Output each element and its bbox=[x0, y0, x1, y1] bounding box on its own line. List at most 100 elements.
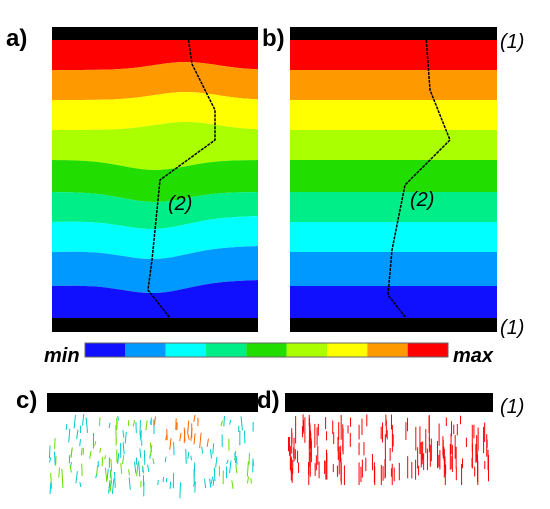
vector bbox=[122, 454, 125, 465]
vector bbox=[80, 447, 83, 456]
vector bbox=[231, 480, 234, 490]
contour-band bbox=[290, 222, 497, 252]
vector bbox=[65, 424, 68, 430]
vector bbox=[108, 480, 111, 494]
vector bbox=[49, 457, 52, 463]
vector bbox=[234, 452, 237, 464]
vector bbox=[79, 481, 82, 488]
annotation: (1) bbox=[500, 31, 524, 53]
vector bbox=[49, 482, 52, 494]
vector bbox=[235, 455, 238, 465]
contour-band bbox=[52, 216, 258, 260]
path-line bbox=[387, 35, 451, 319]
colorbar-segment bbox=[246, 343, 287, 357]
vector bbox=[187, 420, 190, 434]
vector bbox=[165, 477, 168, 483]
vector bbox=[147, 464, 150, 473]
annotation: (2) bbox=[168, 193, 192, 215]
vector bbox=[110, 470, 113, 484]
contour-band bbox=[52, 62, 258, 100]
layers bbox=[47, 27, 497, 499]
vector bbox=[250, 478, 252, 484]
colorbar-frame bbox=[84, 342, 449, 358]
vector bbox=[212, 443, 215, 455]
colorbar-segment bbox=[165, 343, 206, 357]
annotation: (1) bbox=[500, 317, 524, 339]
boundary-bar bbox=[290, 27, 497, 40]
vector bbox=[104, 455, 107, 460]
contour-band bbox=[52, 246, 258, 294]
vector bbox=[212, 479, 215, 486]
contour-band bbox=[290, 40, 497, 70]
vector bbox=[128, 477, 131, 490]
vector bbox=[114, 471, 116, 488]
vector bbox=[61, 475, 64, 489]
contour-band bbox=[52, 92, 258, 130]
vector bbox=[152, 458, 155, 465]
vector bbox=[134, 461, 137, 474]
vector bbox=[213, 467, 216, 482]
vector bbox=[70, 448, 73, 458]
vector bbox=[122, 430, 125, 438]
vector bbox=[96, 465, 99, 476]
contour-band bbox=[290, 130, 497, 160]
vector bbox=[229, 419, 232, 425]
colorbar-segment bbox=[407, 343, 448, 357]
vector bbox=[229, 460, 232, 474]
panel-label: d) bbox=[257, 387, 280, 414]
vector bbox=[204, 478, 207, 489]
vector bbox=[154, 416, 156, 426]
vector bbox=[190, 455, 193, 461]
vector bbox=[139, 448, 142, 459]
contour-band bbox=[290, 100, 497, 130]
vector bbox=[187, 433, 190, 440]
vector bbox=[69, 465, 72, 473]
vector bbox=[99, 447, 102, 453]
vector bbox=[215, 456, 218, 468]
vector bbox=[94, 441, 97, 446]
panel-label: c) bbox=[16, 387, 37, 414]
vector bbox=[187, 451, 190, 459]
vector bbox=[169, 438, 172, 450]
panel-label: a) bbox=[6, 25, 27, 52]
vector bbox=[252, 460, 255, 467]
boundary-bar bbox=[290, 318, 497, 332]
vector bbox=[82, 414, 85, 426]
annotation: (1) bbox=[500, 396, 524, 418]
vector bbox=[145, 420, 148, 431]
colorbar-segment bbox=[206, 343, 247, 357]
colorbar-max: max bbox=[453, 345, 494, 367]
vector bbox=[149, 442, 153, 453]
vector bbox=[179, 482, 182, 499]
vector bbox=[226, 459, 229, 465]
colorbar-segment bbox=[367, 343, 408, 357]
vector bbox=[165, 434, 168, 441]
boundary-bar bbox=[285, 393, 493, 412]
vector bbox=[138, 460, 141, 477]
contour-band bbox=[52, 160, 258, 202]
vector bbox=[132, 419, 135, 427]
vector bbox=[192, 482, 196, 487]
colorbar-min: min bbox=[44, 345, 80, 367]
vector bbox=[199, 432, 202, 449]
vector bbox=[108, 422, 111, 429]
vector bbox=[193, 433, 196, 445]
vector bbox=[193, 414, 196, 422]
annotation: (2) bbox=[410, 189, 434, 211]
colorbar-segment bbox=[125, 343, 166, 357]
vector bbox=[209, 449, 213, 459]
contour-band bbox=[52, 40, 258, 70]
vector bbox=[209, 478, 212, 488]
vector bbox=[247, 476, 249, 484]
vector bbox=[128, 469, 130, 476]
boundary-bar bbox=[52, 27, 258, 40]
vector bbox=[58, 467, 61, 478]
vector bbox=[240, 416, 243, 431]
contour-band bbox=[290, 70, 497, 100]
vector bbox=[76, 429, 79, 440]
vector bbox=[164, 456, 167, 463]
contour-band bbox=[290, 192, 497, 222]
vector bbox=[183, 427, 186, 442]
vector bbox=[210, 476, 214, 485]
